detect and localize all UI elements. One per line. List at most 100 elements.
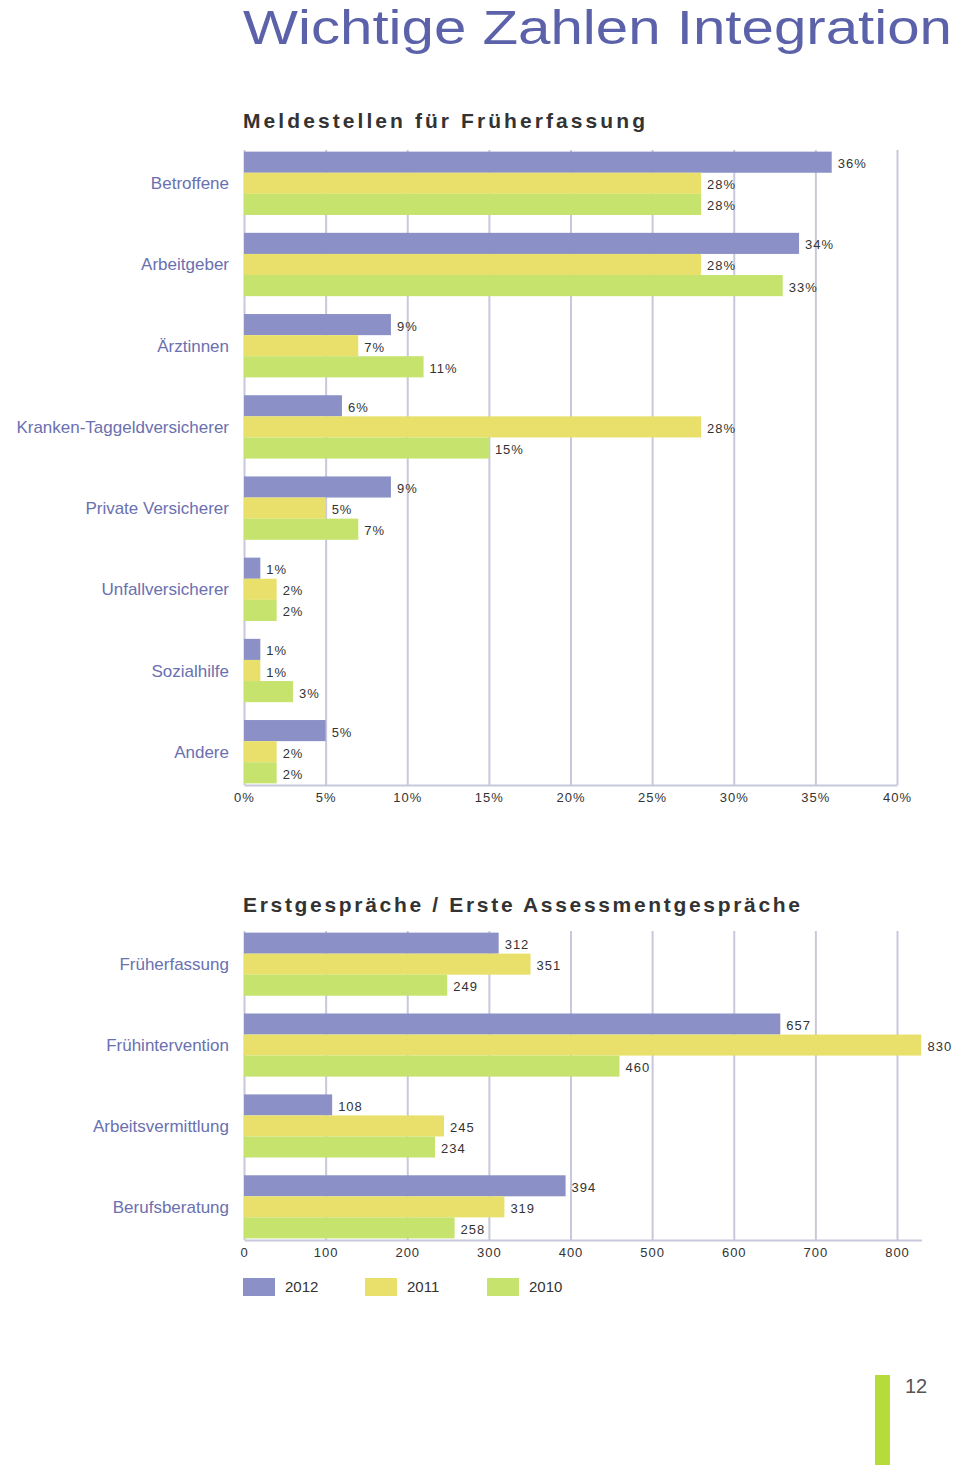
grid-line [652, 931, 654, 1240]
category-label: Kranken-Taggeldversicherer [16, 418, 229, 437]
bar [244, 1014, 780, 1035]
data-label: 657 [786, 1018, 811, 1033]
grid-line [897, 931, 899, 1240]
bars [244, 152, 832, 784]
bar [244, 1136, 435, 1157]
x-axis: 0100200300400500600700800 [240, 931, 922, 1260]
data-label: 460 [625, 1060, 650, 1075]
category-label: Früherfassung [119, 955, 229, 974]
category-label: Andere [174, 743, 229, 762]
data-label: 7% [364, 523, 385, 538]
data-label: 3% [299, 686, 320, 701]
legend-label: 2010 [529, 1278, 562, 1295]
bar [244, 660, 260, 681]
tick-label: 500 [640, 1245, 665, 1260]
bar [244, 558, 260, 579]
bar [244, 314, 391, 335]
bars [244, 933, 921, 1239]
category-label: Arbeitgeber [141, 255, 229, 274]
data-label: 1% [266, 562, 287, 577]
tick-label: 100 [314, 1245, 339, 1260]
bar [244, 519, 358, 540]
bar [244, 194, 701, 215]
data-label: 7% [364, 340, 385, 355]
category-label: Ärztinnen [157, 337, 229, 356]
tick: 40% [883, 150, 912, 805]
legend-swatch [487, 1278, 519, 1296]
data-label: 15% [495, 442, 524, 457]
data-label: 1% [266, 643, 287, 658]
data-label: 2% [283, 604, 304, 619]
tick-label: 30% [720, 790, 749, 805]
bar [244, 1094, 332, 1115]
bar [244, 356, 424, 377]
page: Wichtige Zahlen Integration Meldestellen … [0, 0, 960, 1465]
page-marker [875, 1375, 890, 1465]
tick-label: 15% [475, 790, 504, 805]
legend-label: 2012 [285, 1278, 318, 1295]
data-label: 830 [927, 1039, 952, 1054]
chart: Meldestellen für Früherfassung 0% 5% 10% 15%… [16, 109, 912, 805]
bar [244, 954, 531, 975]
bar [244, 720, 326, 741]
category-label: Private Versicherer [85, 499, 229, 518]
data-label: 5% [332, 725, 353, 740]
bar [244, 1035, 921, 1056]
bar [244, 395, 342, 416]
data-label: 9% [397, 319, 418, 334]
tick: 400 [559, 931, 584, 1260]
bar [244, 498, 326, 519]
bar [244, 437, 489, 458]
tick-label: 0 [240, 1245, 248, 1260]
data-label: 351 [537, 958, 562, 973]
tick-label: 400 [559, 1245, 584, 1260]
tick: 800 [885, 931, 910, 1260]
legend-swatch [243, 1278, 275, 1296]
tick-label: 600 [722, 1245, 747, 1260]
tick: 700 [804, 931, 829, 1260]
data-label: 11% [430, 361, 458, 376]
bar [244, 579, 277, 600]
page-number: 12 [905, 1375, 927, 1397]
tick-label: 35% [801, 790, 830, 805]
data-label: 9% [397, 481, 418, 496]
legend: 2012 2011 2010 [243, 1278, 562, 1296]
legend-label: 2011 [407, 1278, 439, 1295]
data-label: 108 [338, 1099, 363, 1114]
bar [244, 152, 832, 173]
tick-label: 5% [316, 790, 337, 805]
bar [244, 1217, 455, 1238]
page-heading: Wichtige Zahlen Integration [243, 1, 952, 54]
tick-label: 10% [393, 790, 422, 805]
tick-label: 0% [234, 790, 255, 805]
bar [244, 1196, 504, 1217]
data-label: 34% [805, 237, 834, 252]
bar [244, 335, 358, 356]
data-label: 2% [283, 746, 304, 761]
data-label: 1% [266, 665, 287, 680]
bar [244, 600, 277, 621]
tick-label: 700 [804, 1245, 829, 1260]
bar [244, 762, 277, 783]
data-label: 33% [789, 280, 818, 295]
bar [244, 1115, 444, 1136]
category-label: Betroffene [151, 174, 229, 193]
bar [244, 975, 447, 996]
bar [244, 254, 701, 275]
bar [244, 639, 260, 660]
x-axis: 0%5%10%15%20%25%30%35%40% [234, 150, 912, 805]
chart-title: Erstgespräche / Erste Assessmentgespräch… [243, 893, 800, 916]
data-label: 234 [441, 1141, 466, 1156]
legend-swatch [365, 1278, 397, 1296]
data-label: 28% [707, 421, 736, 436]
category-label: Arbeitsvermittlung [93, 1117, 229, 1136]
data-label: 394 [572, 1180, 597, 1195]
chart-title: Meldestellen für Früherfassung [243, 109, 645, 132]
data-label: 245 [450, 1120, 475, 1135]
category-label: Berufsberatung [113, 1198, 229, 1217]
data-label: 312 [505, 937, 530, 952]
data-label: 5% [332, 502, 353, 517]
bar [244, 416, 701, 437]
bar [244, 1056, 619, 1077]
category-label: Sozialhilfe [152, 662, 230, 681]
